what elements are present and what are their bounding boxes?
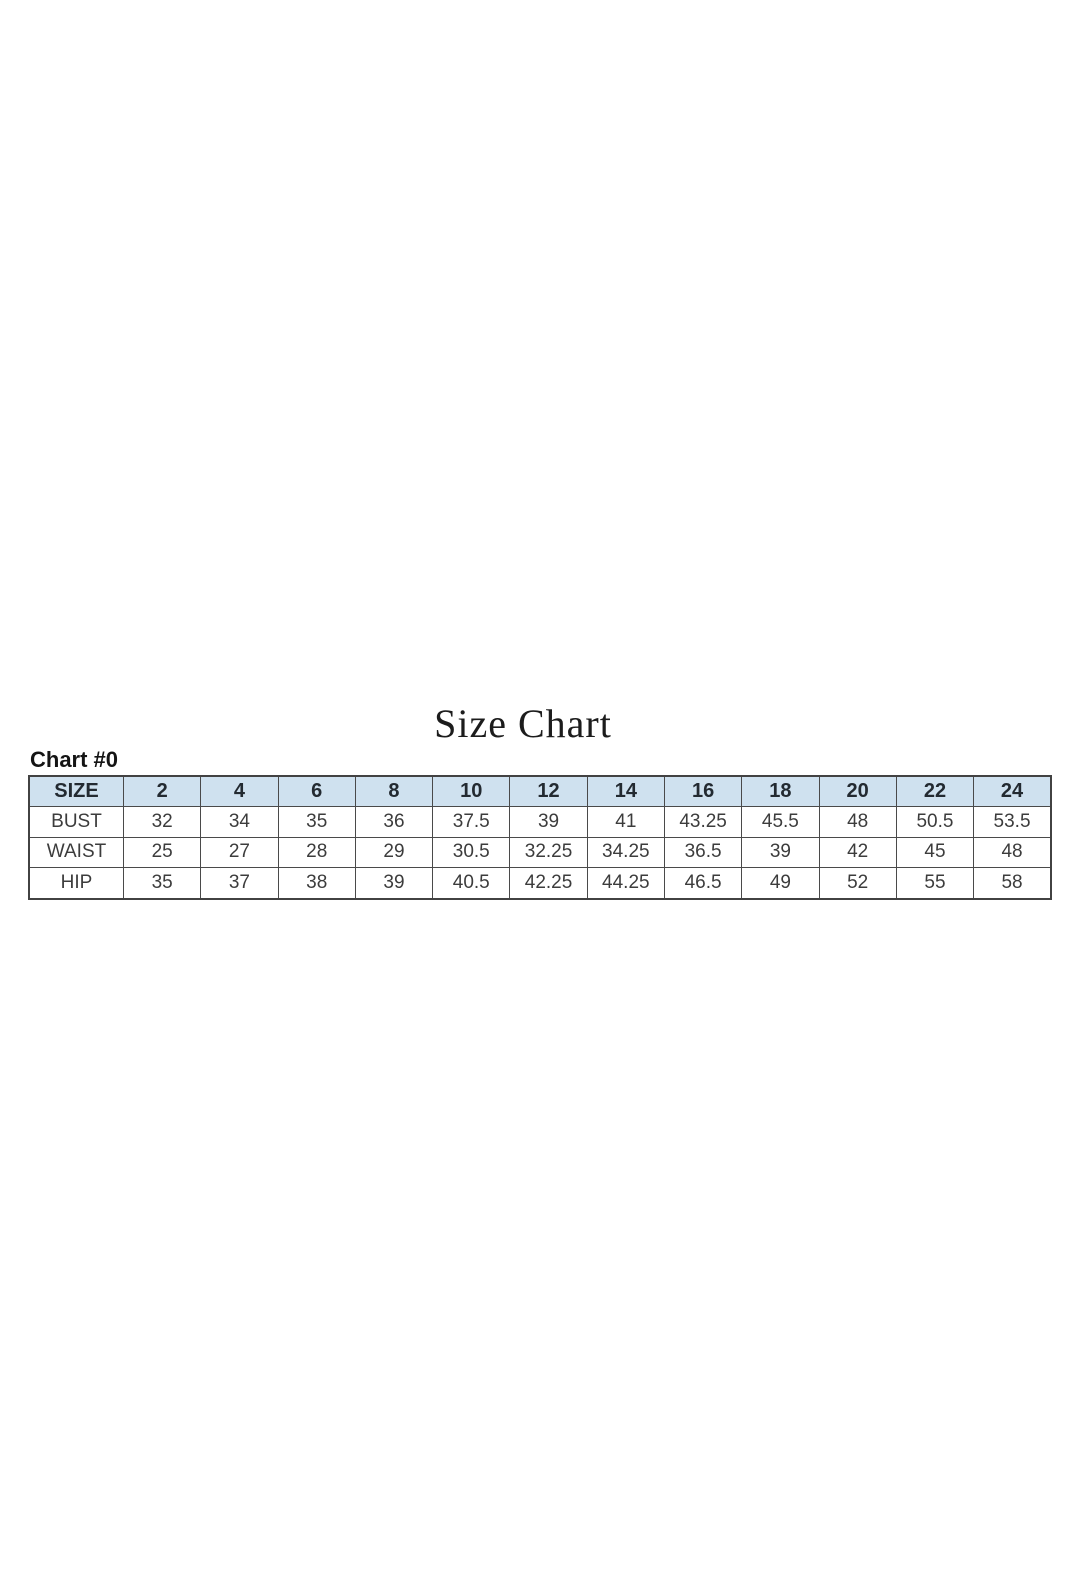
row-label: HIP — [28, 867, 124, 899]
size-column-header: 20 — [818, 775, 897, 807]
data-cell: 32 — [122, 806, 202, 838]
data-cell: 43.25 — [663, 806, 743, 838]
size-column-header: 22 — [895, 775, 975, 807]
size-column-header: 18 — [741, 775, 820, 807]
data-cell: 39 — [741, 836, 820, 868]
data-cell: 37.5 — [432, 806, 511, 838]
data-cell: 27 — [200, 836, 279, 868]
data-cell: 35 — [277, 806, 356, 838]
data-cell: 40.5 — [432, 867, 511, 899]
size-column-header: 16 — [663, 775, 743, 807]
data-cell: 37 — [200, 867, 279, 899]
data-cell: 36 — [354, 806, 434, 838]
data-cell: 55 — [895, 867, 975, 899]
data-cell: 44.25 — [586, 867, 665, 899]
data-cell: 38 — [277, 867, 356, 899]
data-cell: 28 — [277, 836, 356, 868]
size-column-header: 4 — [200, 775, 279, 807]
data-cell: 58 — [973, 867, 1052, 899]
data-cell: 45 — [895, 836, 975, 868]
data-cell: 53.5 — [973, 806, 1052, 838]
data-cell: 52 — [818, 867, 897, 899]
data-cell: 41 — [586, 806, 665, 838]
data-cell: 46.5 — [663, 867, 743, 899]
table-row: HIP 35 37 38 39 40.5 42.25 44.25 46.5 49 52 55 58 — [28, 867, 1052, 899]
row-label: BUST — [28, 806, 124, 838]
header-row: SIZE 2 4 6 8 10 12 14 16 18 20 22 24 — [28, 775, 1052, 807]
size-chart-body: BUST 32 34 35 36 37.5 39 41 43.25 45.5 48 50.5 53.5 W… — [28, 806, 1052, 899]
data-cell: 34.25 — [586, 836, 665, 868]
row-label: WAIST — [28, 836, 124, 868]
size-column-header: 8 — [354, 775, 434, 807]
data-cell: 50.5 — [895, 806, 975, 838]
size-column-header: 24 — [973, 775, 1052, 807]
data-cell: 36.5 — [663, 836, 743, 868]
size-column-header: 10 — [432, 775, 511, 807]
chart-number-label: Chart #0 — [30, 747, 119, 772]
data-cell: 32.25 — [509, 836, 588, 868]
data-cell: 48 — [973, 836, 1052, 868]
data-cell: 45.5 — [741, 806, 820, 838]
table-row: BUST 32 34 35 36 37.5 39 41 43.25 45.5 48 50.5 53.5 — [28, 806, 1052, 838]
size-chart-table: SIZE 2 4 6 8 10 12 14 16 18 20 22 24 BUST 32 34 35 36 37.… — [28, 775, 1052, 900]
data-cell: 35 — [122, 867, 202, 899]
size-column-header: 12 — [509, 775, 588, 807]
data-cell: 30.5 — [432, 836, 511, 868]
data-cell: 42.25 — [509, 867, 588, 899]
table-row: WAIST 25 27 28 29 30.5 32.25 34.25 36.5 39 42 45 48 — [28, 836, 1052, 868]
data-cell: 25 — [122, 836, 202, 868]
data-cell: 48 — [818, 806, 897, 838]
data-cell: 29 — [354, 836, 434, 868]
size-chart-header: SIZE 2 4 6 8 10 12 14 16 18 20 22 24 — [28, 775, 1052, 807]
size-column-header: 2 — [122, 775, 202, 807]
data-cell: 39 — [509, 806, 588, 838]
size-column-header: 14 — [586, 775, 665, 807]
data-cell: 34 — [200, 806, 279, 838]
page-title: Size Chart — [434, 701, 612, 746]
data-cell: 42 — [818, 836, 897, 868]
size-column-header: 6 — [277, 775, 356, 807]
size-header-cell: SIZE — [28, 775, 124, 807]
data-cell: 49 — [741, 867, 820, 899]
data-cell: 39 — [354, 867, 434, 899]
